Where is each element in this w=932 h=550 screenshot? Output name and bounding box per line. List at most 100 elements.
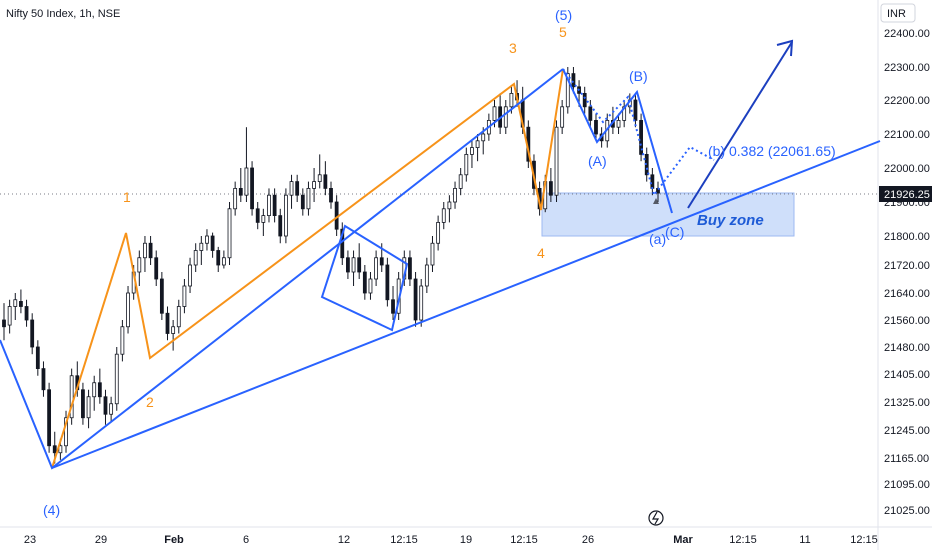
candle — [97, 368, 102, 404]
time-tick-label: Mar — [673, 534, 693, 546]
price-tick-label: 21560.00 — [884, 315, 930, 327]
candle — [137, 250, 142, 286]
candle — [250, 161, 254, 216]
candle — [351, 250, 356, 286]
candle — [193, 243, 198, 272]
price-tick-label: 22000.00 — [884, 163, 930, 175]
abc-correction — [562, 68, 673, 214]
candle — [374, 250, 379, 286]
candle — [306, 181, 311, 216]
last-price-value: 21926.25 — [884, 189, 930, 201]
chart-title: Nifty 50 Index, 1h, NSE — [6, 8, 120, 20]
candle — [210, 232, 215, 258]
price-marker — [653, 198, 659, 204]
candle — [475, 134, 480, 162]
price-tick-label: 21640.00 — [884, 288, 930, 300]
projection-arrow — [687, 41, 793, 209]
buy-zone-label: Buy zone — [697, 212, 764, 229]
candle — [7, 299, 12, 334]
candle — [464, 147, 469, 182]
wave-label-c-major: (C) — [665, 224, 684, 240]
price-tick-label: 21245.00 — [884, 425, 930, 437]
wave-label-3: 3 — [509, 40, 517, 56]
currency-box[interactable] — [880, 3, 916, 23]
candle — [368, 272, 373, 300]
time-tick-label: 26 — [582, 534, 594, 546]
candle — [283, 188, 288, 244]
price-tick-label: 21800.00 — [884, 231, 930, 243]
wave-label-1: 1 — [123, 189, 131, 205]
candle — [148, 236, 153, 265]
price-tick-label: 21165.00 — [884, 453, 929, 465]
candle — [295, 174, 300, 202]
blue-trendline — [51, 140, 881, 469]
price-tick-label: 21325.00 — [884, 397, 930, 409]
wave-label-5: 5 — [559, 24, 567, 40]
candle — [413, 272, 418, 327]
price-tick-label: 22200.00 — [884, 95, 930, 107]
flash-icon[interactable] — [648, 510, 664, 526]
candle — [571, 67, 576, 94]
candle — [30, 313, 35, 355]
candle — [616, 113, 621, 134]
candle — [594, 113, 598, 141]
candle — [560, 100, 565, 134]
wave-label-5-major: (5) — [555, 7, 572, 23]
candle — [503, 100, 508, 134]
candle — [267, 188, 271, 223]
candle — [114, 347, 119, 411]
candle — [86, 389, 91, 429]
time-tick-label: 29 — [95, 534, 107, 546]
candle — [159, 272, 164, 320]
candle — [41, 361, 46, 397]
time-tick-label: 12:15 — [510, 534, 538, 546]
time-tick-label: Feb — [164, 534, 184, 546]
candle — [24, 299, 29, 327]
candle — [424, 257, 429, 293]
candle — [233, 181, 238, 216]
candle — [554, 120, 559, 202]
candle — [329, 181, 333, 209]
candle — [171, 320, 176, 351]
candle — [357, 243, 362, 279]
candles — [2, 67, 660, 464]
candle — [165, 306, 170, 341]
candle — [221, 250, 226, 269]
price-tick-label: 22100.00 — [884, 129, 930, 141]
candle — [64, 410, 68, 453]
wave-label-b-major: (B) — [629, 68, 648, 84]
price-tick-label: 21720.00 — [884, 260, 930, 272]
candle — [419, 279, 424, 327]
candle — [633, 93, 638, 128]
candle — [92, 375, 97, 411]
time-tick-label: 12 — [338, 534, 350, 546]
time-tick-label: 11 — [799, 534, 810, 546]
candle — [188, 257, 192, 293]
price-axis-ticks: 22400.00 22300.00 22200.00 22100.00 22000.00… — [884, 28, 930, 517]
candle — [391, 286, 395, 320]
wave-label-4: 4 — [537, 245, 545, 261]
candle — [346, 250, 350, 279]
orange-wave-1 — [51, 68, 564, 469]
time-tick-label: 23 — [24, 534, 36, 546]
candle — [436, 215, 441, 251]
candle — [199, 236, 204, 265]
price-tick-label: 21405.00 — [884, 369, 930, 381]
wave-label-a-major: (A) — [588, 153, 607, 169]
candle — [289, 174, 294, 209]
price-tick-label: 22300.00 — [884, 62, 930, 74]
candle — [317, 154, 322, 189]
candle — [205, 229, 209, 251]
candle — [362, 265, 367, 300]
candle — [261, 208, 266, 236]
candle — [441, 202, 446, 230]
candle — [565, 67, 570, 114]
candle — [323, 161, 328, 196]
candle — [582, 86, 587, 114]
candle — [385, 257, 390, 307]
candle — [548, 168, 553, 202]
candle — [19, 289, 23, 314]
wave-label-4-major: (4) — [43, 502, 60, 518]
wave-label-2: 2 — [146, 394, 154, 410]
